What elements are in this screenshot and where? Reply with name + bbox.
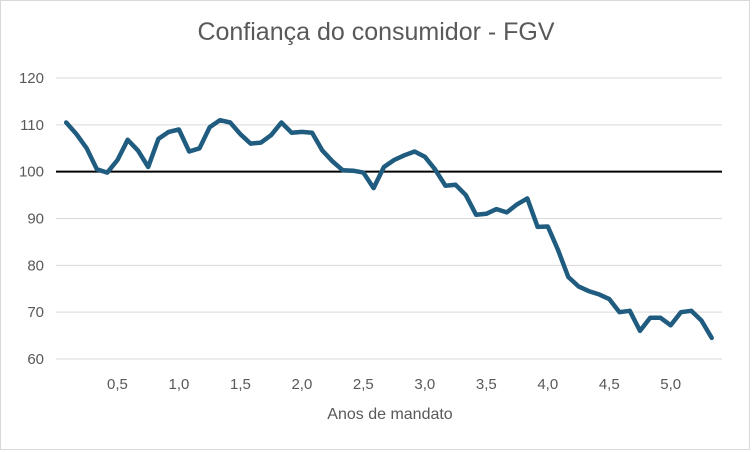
x-tick-label: 4,0 xyxy=(537,376,558,393)
y-tick-label: 90 xyxy=(27,211,44,228)
y-tick-label: 100 xyxy=(19,164,44,181)
x-tick-label: 0,5 xyxy=(107,376,128,393)
x-tick-label: 3,0 xyxy=(414,376,435,393)
x-axis-label: Anos de mandato xyxy=(327,406,453,423)
x-tick-label: 5,0 xyxy=(660,376,681,393)
y-tick-label: 120 xyxy=(19,70,44,87)
x-tick-label: 3,5 xyxy=(476,376,497,393)
y-tick-label: 80 xyxy=(27,257,44,274)
chart-title: Confiança do consumidor - FGV xyxy=(197,18,555,46)
gridlines xyxy=(56,77,722,360)
series-line xyxy=(63,117,714,341)
y-tick-label: 60 xyxy=(27,351,44,368)
x-tick-label: 1,5 xyxy=(230,376,251,393)
x-tick-label: 2,0 xyxy=(291,376,312,393)
y-tick-label: 110 xyxy=(20,117,44,134)
y-axis-ticks: 60 70 80 90 100 110 120 xyxy=(19,70,44,368)
x-axis-ticks: 0,5 1,0 1,5 2,0 2,5 3,0 3,5 4,0 4,5 5,0 xyxy=(107,376,681,393)
y-tick-label: 70 xyxy=(27,304,44,321)
x-tick-label: 4,5 xyxy=(599,376,620,393)
x-tick-label: 2,5 xyxy=(353,376,374,393)
x-tick-label: 1,0 xyxy=(169,376,190,393)
